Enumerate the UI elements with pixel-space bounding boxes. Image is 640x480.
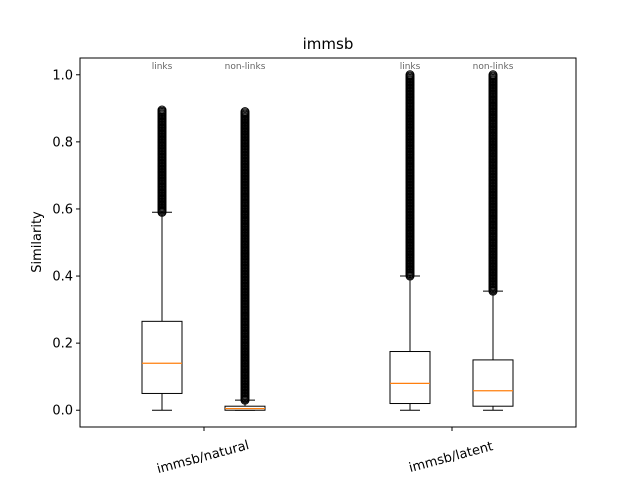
box-group: links xyxy=(389,62,431,411)
y-tick-label: 0.4 xyxy=(52,270,73,285)
y-tick-label: 0.2 xyxy=(52,337,73,352)
axes-frame xyxy=(79,57,577,428)
y-tick-label: 0.6 xyxy=(52,202,73,217)
y-tick-label: 0.8 xyxy=(52,135,73,150)
box-group: non-links xyxy=(472,62,514,411)
box-annotation: non-links xyxy=(473,62,514,72)
y-tick-label: 1.0 xyxy=(52,68,73,83)
y-axis-label: Similarity xyxy=(30,211,45,273)
chart-title: immsb xyxy=(303,35,354,53)
box-group: non-links xyxy=(224,62,266,411)
y-tick-label: 0.0 xyxy=(52,404,73,419)
box-group: links xyxy=(141,62,183,411)
box xyxy=(389,351,431,405)
y-axis: 0.0 0.2 0.4 0.6 0.8 1.0 xyxy=(52,68,80,419)
box xyxy=(141,320,183,394)
box-annotation: non-links xyxy=(225,62,266,72)
plot-area: links non-links links non-links xyxy=(141,62,514,411)
box-annotation: links xyxy=(152,62,173,72)
box xyxy=(472,359,514,407)
box-annotation: links xyxy=(400,62,421,72)
